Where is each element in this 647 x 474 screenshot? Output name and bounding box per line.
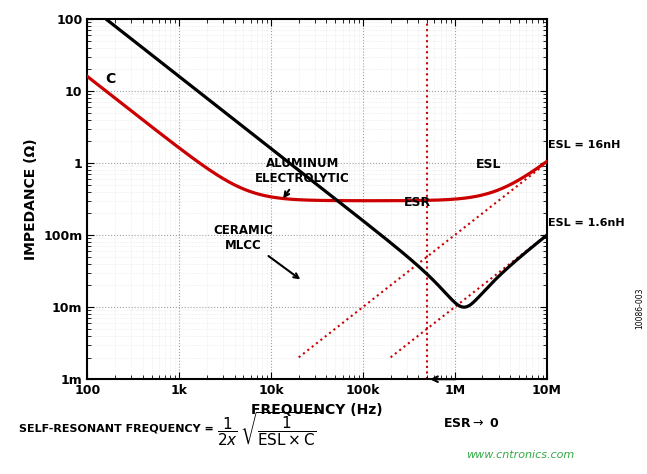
Text: 10086-003: 10086-003	[635, 287, 644, 329]
Text: SELF-RESONANT FREQUENCY =: SELF-RESONANT FREQUENCY =	[19, 424, 214, 434]
Text: C: C	[105, 72, 115, 86]
Text: ESR: ESR	[404, 196, 431, 210]
Text: CERAMIC
MLCC: CERAMIC MLCC	[214, 224, 298, 278]
Y-axis label: IMPEDANCE (Ω): IMPEDANCE (Ω)	[24, 138, 38, 260]
Text: ESL = 1.6nH: ESL = 1.6nH	[547, 218, 624, 228]
Text: www.cntronics.com: www.cntronics.com	[466, 450, 574, 460]
Text: ALUMINUM
ELECTROLYTIC: ALUMINUM ELECTROLYTIC	[255, 157, 350, 197]
Text: ESL = 16nH: ESL = 16nH	[547, 140, 620, 150]
Text: ESL: ESL	[476, 158, 501, 171]
Text: $\dfrac{1}{2x}\,\sqrt{\dfrac{1}{\mathrm{ESL} \times \mathrm{C}}}$: $\dfrac{1}{2x}\,\sqrt{\dfrac{1}{\mathrm{…	[217, 410, 320, 448]
Text: ESR$\rightarrow$ 0: ESR$\rightarrow$ 0	[443, 417, 500, 430]
X-axis label: FREQUENCY (Hz): FREQUENCY (Hz)	[251, 402, 383, 417]
